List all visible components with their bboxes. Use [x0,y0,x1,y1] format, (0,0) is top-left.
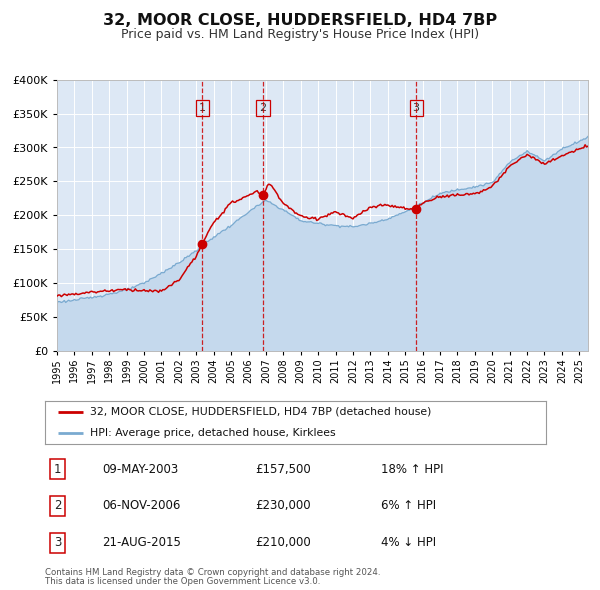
Text: 3: 3 [54,536,61,549]
Text: 6% ↑ HPI: 6% ↑ HPI [380,499,436,513]
Text: 18% ↑ HPI: 18% ↑ HPI [380,463,443,476]
Text: 21-AUG-2015: 21-AUG-2015 [103,536,181,549]
Text: 32, MOOR CLOSE, HUDDERSFIELD, HD4 7BP (detached house): 32, MOOR CLOSE, HUDDERSFIELD, HD4 7BP (d… [90,407,431,417]
Text: Price paid vs. HM Land Registry's House Price Index (HPI): Price paid vs. HM Land Registry's House … [121,28,479,41]
Text: 1: 1 [54,463,61,476]
Text: 06-NOV-2006: 06-NOV-2006 [103,499,181,513]
Text: This data is licensed under the Open Government Licence v3.0.: This data is licensed under the Open Gov… [45,577,320,586]
Text: HPI: Average price, detached house, Kirklees: HPI: Average price, detached house, Kirk… [90,428,336,438]
Text: 09-MAY-2003: 09-MAY-2003 [103,463,179,476]
Text: 3: 3 [413,103,419,113]
Text: Contains HM Land Registry data © Crown copyright and database right 2024.: Contains HM Land Registry data © Crown c… [45,568,380,576]
Text: £210,000: £210,000 [256,536,311,549]
Text: 1: 1 [199,103,206,113]
Text: 2: 2 [260,103,266,113]
Text: 32, MOOR CLOSE, HUDDERSFIELD, HD4 7BP: 32, MOOR CLOSE, HUDDERSFIELD, HD4 7BP [103,13,497,28]
Text: 2: 2 [54,499,61,513]
Text: £157,500: £157,500 [256,463,311,476]
Text: £230,000: £230,000 [256,499,311,513]
Text: 4% ↓ HPI: 4% ↓ HPI [380,536,436,549]
